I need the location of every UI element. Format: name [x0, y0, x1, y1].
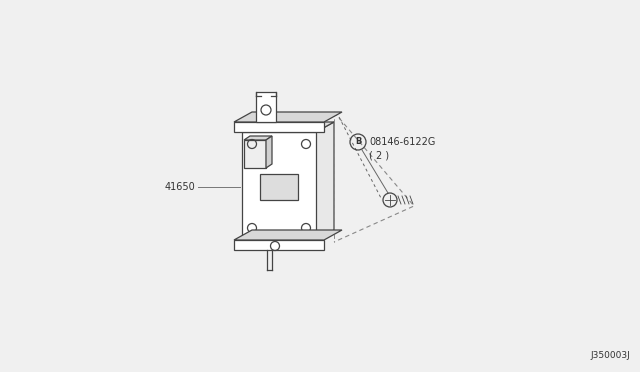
Polygon shape	[242, 122, 334, 132]
Bar	[256, 92, 276, 122]
Polygon shape	[234, 230, 342, 240]
Text: J350003J: J350003J	[590, 351, 630, 360]
Polygon shape	[266, 136, 272, 168]
Bar	[234, 240, 324, 250]
Polygon shape	[234, 112, 342, 122]
Text: 41650: 41650	[164, 182, 195, 192]
Bar	[234, 122, 324, 132]
Text: 08146-6122G: 08146-6122G	[369, 137, 435, 147]
Polygon shape	[316, 122, 334, 240]
Bar	[260, 174, 298, 200]
Bar	[244, 140, 266, 168]
Bar	[242, 132, 316, 240]
Text: ( 2 ): ( 2 )	[369, 151, 389, 161]
Text: B: B	[355, 138, 361, 147]
Polygon shape	[244, 136, 272, 140]
